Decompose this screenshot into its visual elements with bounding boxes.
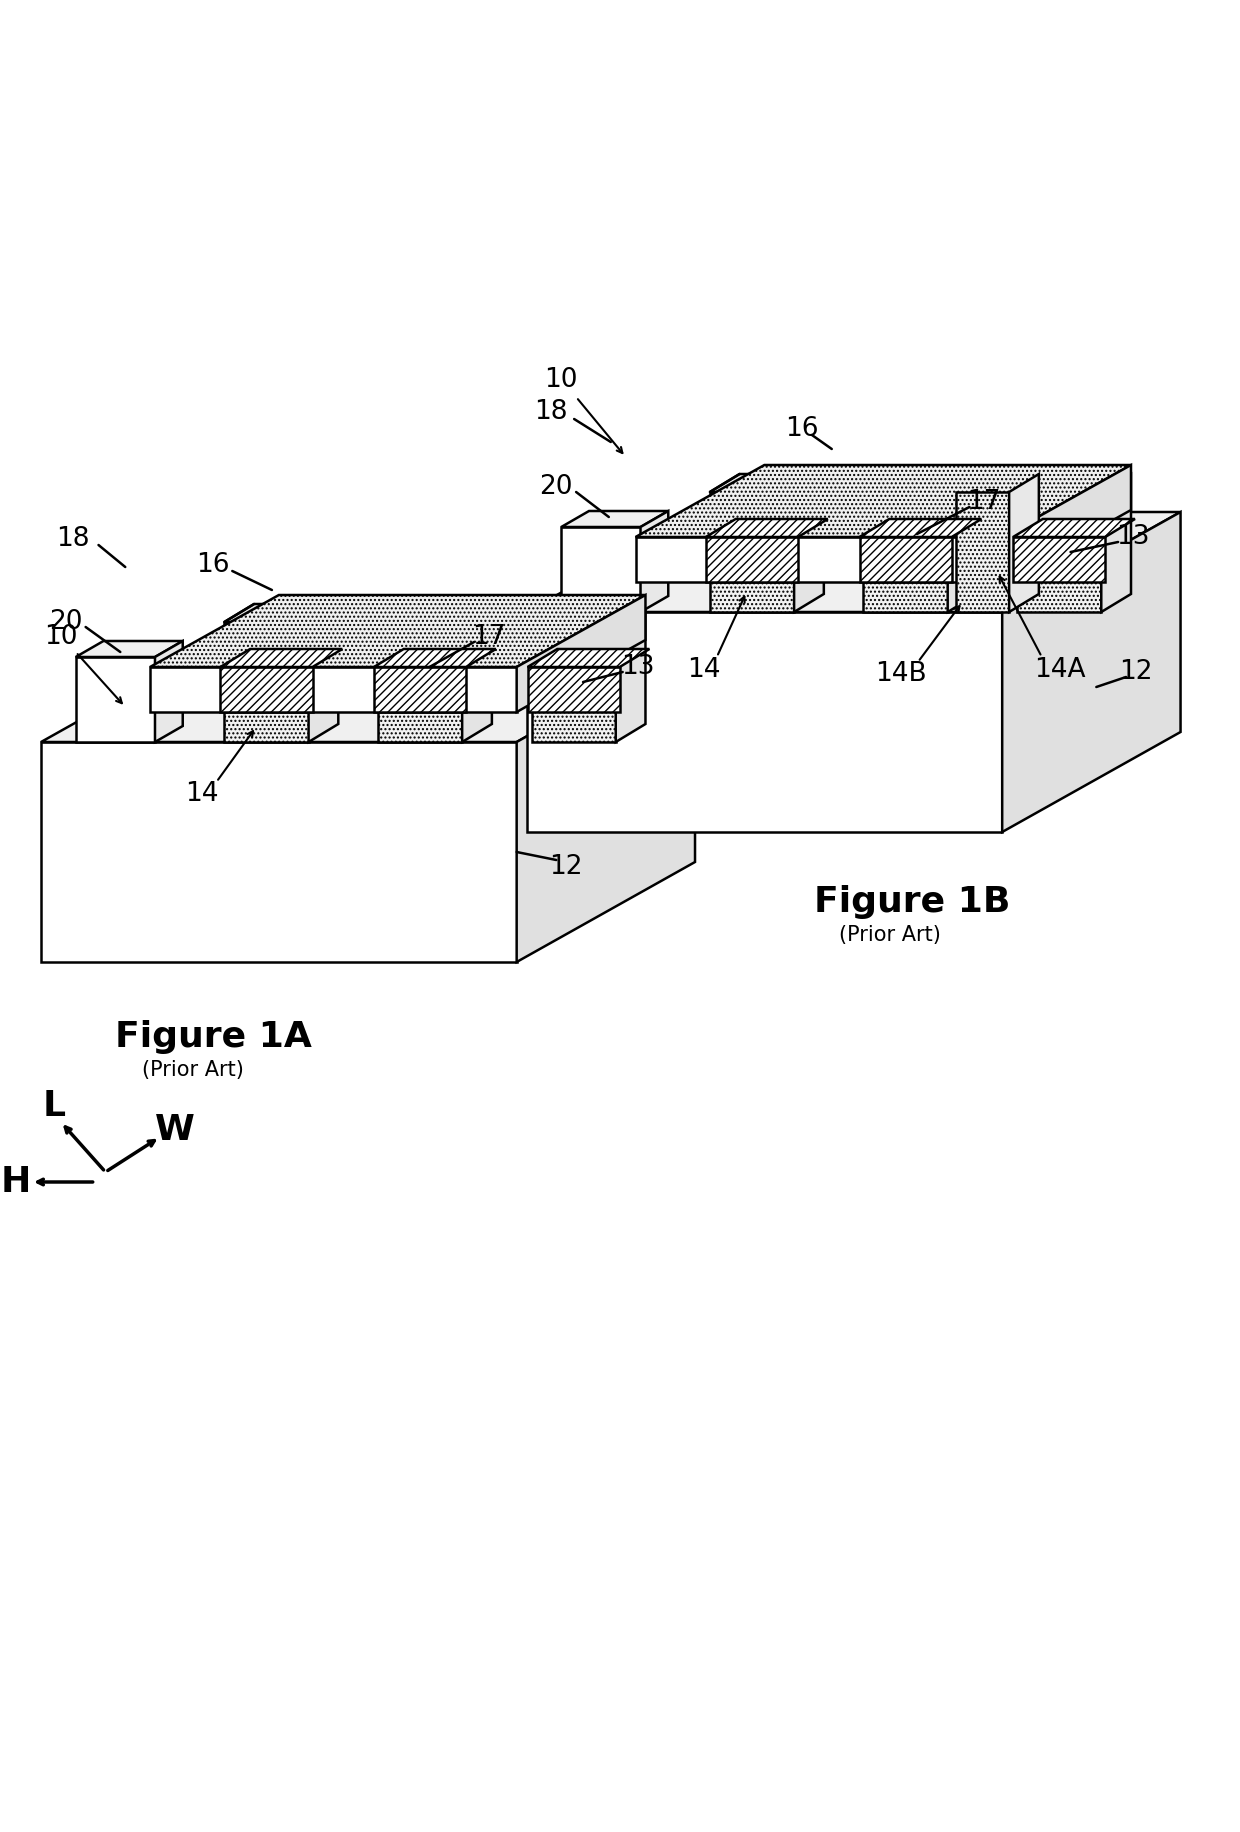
Text: 14: 14: [185, 780, 218, 808]
Text: 17: 17: [967, 489, 1001, 515]
Polygon shape: [221, 649, 342, 667]
Polygon shape: [41, 641, 694, 742]
Polygon shape: [562, 511, 668, 528]
Polygon shape: [527, 511, 1180, 612]
Polygon shape: [1013, 518, 1135, 537]
Text: 14A: 14A: [1034, 658, 1085, 683]
Polygon shape: [859, 537, 951, 583]
Polygon shape: [706, 518, 828, 537]
Text: 20: 20: [539, 474, 573, 500]
Polygon shape: [374, 649, 496, 667]
Polygon shape: [41, 742, 517, 962]
Polygon shape: [378, 623, 463, 742]
Text: (Prior Art): (Prior Art): [143, 1061, 244, 1081]
Polygon shape: [76, 658, 155, 742]
Text: L: L: [42, 1088, 66, 1123]
Polygon shape: [155, 641, 182, 742]
Polygon shape: [1017, 474, 1131, 493]
Text: 10: 10: [544, 366, 578, 394]
Text: 20: 20: [50, 608, 83, 636]
Polygon shape: [1002, 465, 1131, 583]
Text: 16: 16: [785, 416, 818, 442]
Polygon shape: [1101, 474, 1131, 612]
Polygon shape: [76, 641, 182, 658]
Text: 16: 16: [196, 551, 229, 579]
Polygon shape: [517, 641, 694, 962]
Polygon shape: [224, 623, 309, 742]
Polygon shape: [947, 474, 977, 612]
Text: 12: 12: [1120, 660, 1153, 685]
Polygon shape: [309, 605, 339, 742]
Polygon shape: [863, 493, 947, 612]
Polygon shape: [527, 649, 650, 667]
Polygon shape: [517, 595, 646, 713]
Text: 18: 18: [56, 526, 89, 551]
Polygon shape: [956, 493, 1009, 612]
Polygon shape: [150, 595, 646, 667]
Text: 17: 17: [472, 625, 506, 650]
Polygon shape: [706, 537, 799, 583]
Text: W: W: [155, 1114, 195, 1147]
Polygon shape: [709, 474, 823, 493]
Text: 14: 14: [687, 658, 720, 683]
Polygon shape: [527, 667, 620, 713]
Polygon shape: [616, 605, 646, 742]
Polygon shape: [150, 667, 517, 713]
Polygon shape: [636, 537, 1002, 583]
Polygon shape: [527, 612, 1002, 832]
Text: 13: 13: [621, 654, 655, 680]
Polygon shape: [562, 528, 641, 612]
Text: H: H: [1, 1165, 31, 1198]
Text: 12: 12: [549, 854, 583, 879]
Text: 14B: 14B: [875, 661, 928, 687]
Polygon shape: [863, 474, 977, 493]
Text: 18: 18: [534, 399, 568, 425]
Polygon shape: [374, 667, 466, 713]
Polygon shape: [859, 518, 981, 537]
Text: (Prior Art): (Prior Art): [838, 925, 941, 945]
Polygon shape: [709, 493, 794, 612]
Text: Figure 1B: Figure 1B: [813, 885, 1011, 920]
Polygon shape: [221, 667, 312, 713]
Polygon shape: [378, 605, 492, 623]
Text: 10: 10: [45, 625, 78, 650]
Polygon shape: [1002, 511, 1180, 832]
Polygon shape: [794, 474, 823, 612]
Polygon shape: [224, 605, 339, 623]
Polygon shape: [532, 605, 646, 623]
Text: Figure 1A: Figure 1A: [115, 1020, 312, 1053]
Polygon shape: [532, 623, 616, 742]
Polygon shape: [463, 605, 492, 742]
Polygon shape: [1009, 474, 1039, 612]
Text: 13: 13: [1116, 524, 1149, 550]
Polygon shape: [1013, 537, 1105, 583]
Polygon shape: [1017, 493, 1101, 612]
Polygon shape: [641, 511, 668, 612]
Polygon shape: [636, 465, 1131, 537]
